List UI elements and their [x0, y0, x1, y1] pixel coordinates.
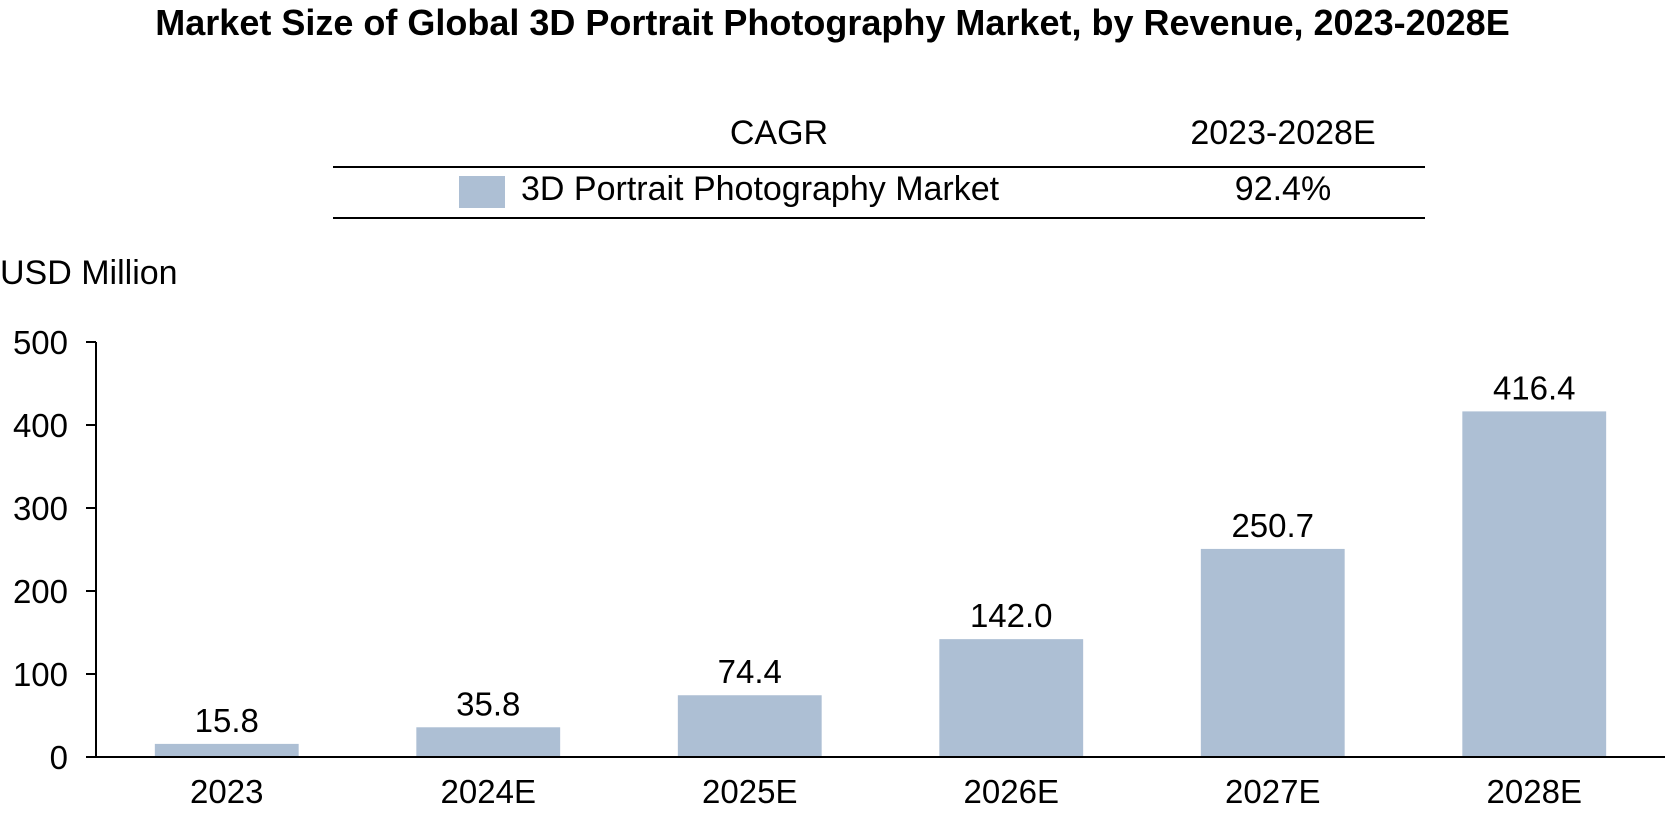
y-tick-label: 0: [50, 739, 68, 776]
legend-series-name: 3D Portrait Photography Market: [521, 170, 1000, 208]
bar: [677, 695, 822, 757]
cagr-table-bottom-rule: [333, 217, 1425, 219]
cagr-value: 92.4%: [1234, 170, 1332, 208]
y-tick-label: 500: [13, 324, 68, 361]
bar-value-label: 74.4: [718, 653, 782, 690]
legend-swatch: [459, 176, 505, 208]
x-axis: 2023 2024E 2025E 2026E 2027E 2028E: [96, 756, 1665, 810]
bar: [154, 743, 299, 757]
bar: [939, 639, 1084, 757]
cagr-header-period: 2023-2028E: [1190, 114, 1376, 152]
bar: [416, 727, 561, 757]
y-tick-label: 100: [13, 656, 68, 693]
bar-value-label: 250.7: [1231, 507, 1314, 544]
x-tick-label: 2026E: [964, 773, 1059, 810]
cagr-header-label: CAGR: [729, 114, 829, 152]
bar-value-label: 416.4: [1493, 369, 1576, 406]
bars: 15.8 35.8 74.4 142.0 250.7 416.4: [154, 369, 1607, 757]
y-tick-label: 300: [13, 490, 68, 527]
cagr-table-top-rule: [333, 166, 1425, 168]
cagr-table: CAGR 2023-2028E 3D Portrait Photography …: [333, 108, 1425, 220]
y-tick-label: 400: [13, 407, 68, 444]
y-axis: 0 100 200 300 400 500: [13, 324, 97, 776]
chart-title: Market Size of Global 3D Portrait Photog…: [155, 2, 1510, 43]
bar-value-label: 15.8: [195, 702, 259, 739]
x-tick-label: 2027E: [1225, 773, 1320, 810]
bar-value-label: 35.8: [456, 685, 520, 722]
bar-value-label: 142.0: [970, 597, 1053, 634]
bar: [1200, 548, 1345, 757]
x-tick-label: 2028E: [1487, 773, 1582, 810]
y-tick-label: 200: [13, 573, 68, 610]
x-tick-label: 2025E: [702, 773, 797, 810]
bar: [1462, 411, 1607, 757]
x-tick-label: 2024E: [441, 773, 536, 810]
y-axis-unit-label: USD Million: [0, 254, 178, 292]
x-tick-label: 2023: [190, 773, 263, 810]
